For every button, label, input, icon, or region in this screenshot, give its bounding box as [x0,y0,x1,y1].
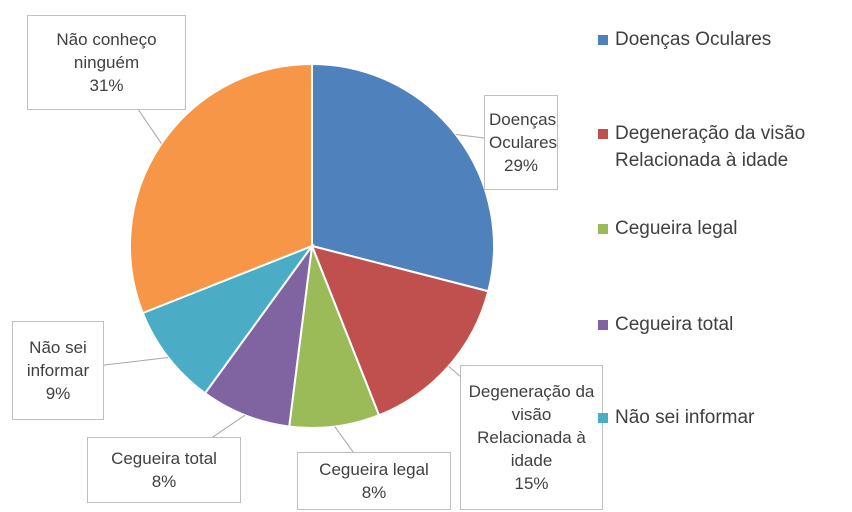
value-text: 8% [151,472,177,491]
category-text: Doenças Oculares [489,110,558,152]
label-category: Não sei informar [17,336,99,382]
legend-entry: Não sei informar [615,404,845,431]
legend-text: Degeneração da visão Relacionada à idade [615,123,806,171]
pie-slice [129,62,313,315]
legend-text: Cegueira legal [615,218,738,239]
label-value: 15% [465,472,598,495]
category-text: Cegueira total [111,449,217,468]
label-value: 31% [32,74,181,97]
label-value: 8% [92,470,236,493]
legend-swatch [598,224,608,234]
label-category: Cegueira legal [302,458,446,481]
legend-text: Doenças Oculares [615,29,772,50]
pie-slice [203,245,313,428]
data-label: Doenças Oculares 29% [484,95,558,190]
data-label: Não sei informar 9% [12,321,104,420]
category-text: Degeneração da visão Relacionada à idade [468,382,595,470]
label-value: 9% [17,382,99,405]
label-category: Degeneração da visão Relacionada à idade [465,380,598,472]
legend-entry: Degeneração da visão Relacionada à idade [615,120,845,174]
label-value: 8% [302,481,446,504]
pie-slice [141,243,315,395]
legend-text: Cegueira total [615,314,734,335]
legend-swatch [598,129,608,139]
value-text: 9% [45,384,71,403]
legend-swatch [598,35,608,45]
legend-swatch [598,320,608,330]
data-label: Cegueira legal 8% [297,452,451,510]
category-text: Não sei informar [26,338,90,380]
category-text: Cegueira legal [319,460,429,479]
label-value: 29% [489,154,553,177]
value-text: 15% [514,474,549,493]
category-text: Não conheço ninguém [56,30,157,72]
value-text: 8% [361,483,387,502]
legend-entry: Cegueira legal [615,215,845,242]
legend-text: Não sei informar [615,407,755,428]
value-text: 31% [89,76,124,95]
legend-entry: Cegueira total [615,311,845,338]
pie-slice [288,245,381,429]
data-label: Degeneração da visão Relacionada à idade… [460,365,603,510]
label-category: Não conheço ninguém [32,28,181,74]
data-label: Cegueira total 8% [87,437,241,503]
legend-entry: Doenças Oculares [615,26,845,53]
label-category: Cegueira total [92,447,236,470]
legend-swatch [598,413,608,423]
pie-slice [310,244,490,417]
label-category: Doenças Oculares [489,108,557,154]
value-text: 29% [503,156,539,175]
data-label: Não conheço ninguém 31% [27,15,186,110]
